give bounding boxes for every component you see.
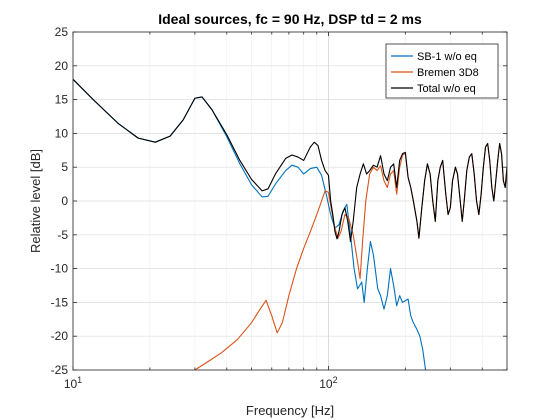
x-tick-label-base: 10: [319, 377, 333, 391]
x-tick-label-base: 10: [64, 377, 78, 391]
x-tick-label-exponent: 2: [333, 375, 338, 385]
chart-title: Ideal sources, fc = 90 Hz, DSP td = 2 ms: [158, 11, 422, 27]
y-tick-label: -15: [51, 295, 69, 309]
y-tick-label: 10: [55, 126, 69, 140]
y-tick-label: 5: [61, 160, 68, 174]
y-tick-label: 25: [55, 25, 69, 39]
legend-box: [385, 43, 499, 99]
legend-label: SB-1 w/o eq: [417, 51, 477, 63]
x-axis-label: Frequency [Hz]: [246, 403, 334, 418]
legend: SB-1 w/o eq Bremen 3D8 Total w/o eq: [385, 43, 499, 99]
legend-label: Total w/o eq: [417, 83, 476, 95]
legend-label: Bremen 3D8: [417, 67, 479, 79]
y-tick-label: -20: [51, 329, 69, 343]
series-layer: [73, 78, 507, 370]
x-tick-label-exponent: 1: [77, 375, 82, 385]
y-tick-label: 15: [55, 93, 69, 107]
y-tick-label: -5: [57, 228, 68, 242]
x-tick-label: 102: [319, 375, 337, 391]
y-tick-label: -10: [51, 262, 69, 276]
y-tick-label: 0: [61, 194, 68, 208]
y-axis-label: Relative level [dB]: [28, 149, 43, 253]
series-line-total-w-o-eq: [73, 78, 507, 243]
x-tick-label: 101: [64, 375, 82, 391]
y-tick-label: -25: [51, 363, 69, 377]
y-tick-label: 20: [55, 59, 69, 73]
